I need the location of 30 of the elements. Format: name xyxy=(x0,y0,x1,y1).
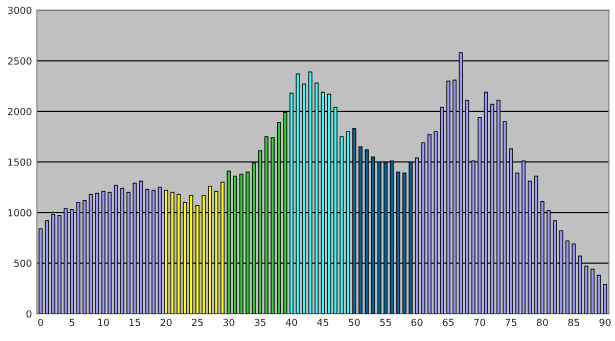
bar xyxy=(596,274,601,314)
x-tick-label: 30 xyxy=(223,318,234,326)
x-tick-label: 20 xyxy=(160,318,172,326)
x-tick-label: 60 xyxy=(411,318,422,326)
y-tick-label: 500 xyxy=(14,260,32,267)
x-tick-label: 10 xyxy=(98,318,109,326)
y-tick-label: 0 xyxy=(26,310,32,318)
x-tick-label: 50 xyxy=(348,318,360,326)
x-tick-label: 55 xyxy=(380,318,391,326)
x-tick-label: 85 xyxy=(568,318,580,326)
x-tick-label: 70 xyxy=(474,318,486,326)
y-tick-label: 2000 xyxy=(8,108,32,116)
bar xyxy=(603,284,608,314)
x-tick-label: 90 xyxy=(600,318,611,326)
bar xyxy=(584,266,588,314)
x-tick-label: 0 xyxy=(38,318,44,326)
x-tick-label: 15 xyxy=(130,318,140,326)
y-tick-label: 1000 xyxy=(8,209,32,216)
bar xyxy=(590,268,595,314)
y-tick-label: 3000 xyxy=(8,6,32,14)
x-tick-label: 65 xyxy=(442,318,454,326)
x-tick-label: 80 xyxy=(536,318,548,326)
x-tick-label: 75 xyxy=(506,318,516,326)
y-tick-label: 2500 xyxy=(8,57,32,65)
x-tick-label: 40 xyxy=(286,318,298,326)
x-tick-label: 25 xyxy=(192,318,203,326)
x-tick-label: 5 xyxy=(70,318,74,326)
x-tick-label: 35 xyxy=(254,318,266,326)
x-tick-label: 45 xyxy=(317,318,328,326)
y-tick-label: 1500 xyxy=(8,158,32,166)
